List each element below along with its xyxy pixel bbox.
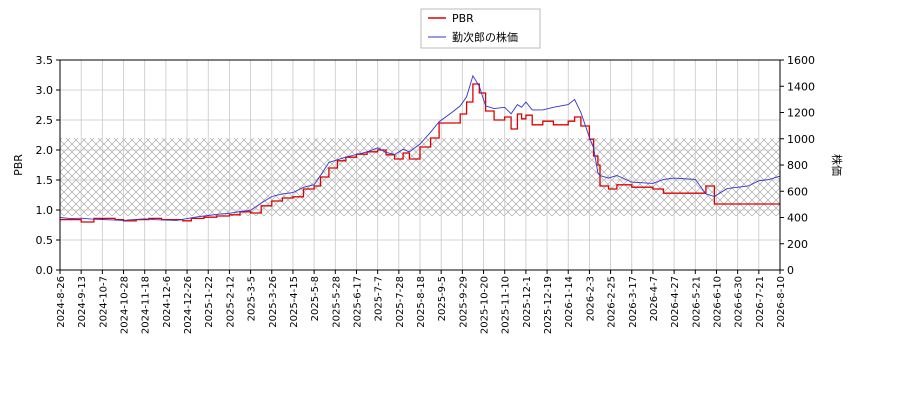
y-right-tick-label: 800 <box>787 159 808 172</box>
y-right-tick-label: 200 <box>787 238 808 251</box>
x-tick-label: 2025-10-20 <box>480 276 491 334</box>
x-tick-label: 2024-12-6 <box>162 276 173 328</box>
y-right-label: 株価 <box>830 154 844 176</box>
x-tick-label: 2025-2-12 <box>225 276 236 328</box>
y-left-tick-label: 2.0 <box>36 144 54 157</box>
x-tick-label: 2026-6-30 <box>734 276 745 328</box>
y-left-tick-label: 3.0 <box>36 84 54 97</box>
x-tick-label: 2025-1-22 <box>204 276 215 328</box>
y-left-axis: 0.0 0.5 1.0 1.5 2.0 2.5 3.0 3.5 <box>36 54 60 277</box>
x-tick-label: 2026-8-10 <box>776 276 787 328</box>
x-tick-label: 2026-7-21 <box>755 276 766 328</box>
legend: PBR 勤次郎の株価 <box>420 8 541 49</box>
series-line-pbr <box>60 83 780 223</box>
y-right-tick-label: 400 <box>787 212 808 225</box>
legend-box <box>420 8 541 49</box>
x-tick-label: 2025-11-10 <box>501 276 512 334</box>
x-tick-label: 2024-10-7 <box>98 276 109 328</box>
x-tick-label: 2025-9-5 <box>437 276 448 321</box>
x-tick-label: 2024-10-28 <box>120 276 131 334</box>
y-right-tick-label: 600 <box>787 185 808 198</box>
y-left-tick-label: 1.0 <box>36 204 54 217</box>
series-layer <box>60 74 780 223</box>
x-tick-label: 2025-3-5 <box>247 276 258 321</box>
x-tick-label: 2025-4-15 <box>289 276 300 328</box>
y-left-tick-label: 0.5 <box>36 234 54 247</box>
y-right-tick-label: 0 <box>787 264 794 277</box>
x-tick-label: 2024-11-18 <box>141 276 152 334</box>
legend-label-price: 勤次郎の株価 <box>452 30 518 44</box>
x-tick-label: 2026-6-10 <box>712 276 723 328</box>
x-tick-label: 2024-9-13 <box>77 276 88 328</box>
y-right-axis: 0 200 400 600 800 1000 1200 1400 1600 <box>780 54 815 277</box>
y-right-tick-label: 1000 <box>787 133 815 146</box>
x-tick-label: 2025-12-1 <box>522 276 533 328</box>
x-tick-label: 2024-8-26 <box>56 276 67 328</box>
y-left-label: PBR <box>12 154 25 176</box>
x-tick-label: 2026-3-17 <box>628 276 639 328</box>
x-tick-label: 2025-9-29 <box>458 276 469 328</box>
y-left-tick-label: 0.0 <box>36 264 54 277</box>
x-tick-label: 2025-3-26 <box>268 276 279 328</box>
y-right-tick-label: 1400 <box>787 80 815 93</box>
y-right-tick-label: 1200 <box>787 107 815 120</box>
x-tick-label: 2025-5-28 <box>331 276 342 328</box>
x-tick-label: 2026-1-14 <box>564 276 575 328</box>
y-left-tick-label: 3.5 <box>36 54 54 67</box>
x-tick-label: 2026-5-21 <box>691 276 702 328</box>
x-tick-label: 2025-12-19 <box>543 276 554 334</box>
y-left-tick-label: 1.5 <box>36 174 54 187</box>
x-tick-label: 2025-8-18 <box>416 276 427 328</box>
x-tick-label: 2026-4-7 <box>649 276 660 321</box>
x-tick-label: 2025-7-7 <box>374 276 385 321</box>
y-right-tick-label: 1600 <box>787 54 815 67</box>
x-tick-label: 2024-12-26 <box>183 276 194 334</box>
x-tick-label: 2026-2-25 <box>607 276 618 328</box>
x-axis: 2024-8-26 2024-9-13 2024-10-7 2024-10-28 202… <box>56 270 787 334</box>
y-left-tick-label: 2.5 <box>36 114 54 127</box>
x-tick-label: 2025-5-8 <box>310 276 321 321</box>
x-tick-label: 2025-7-28 <box>395 276 406 328</box>
series-line-price <box>60 74 780 221</box>
x-tick-label: 2026-2-3 <box>585 276 596 321</box>
x-tick-label: 2026-4-27 <box>670 276 681 328</box>
legend-label-pbr: PBR <box>452 12 474 25</box>
x-tick-label: 2025-6-17 <box>352 276 363 328</box>
